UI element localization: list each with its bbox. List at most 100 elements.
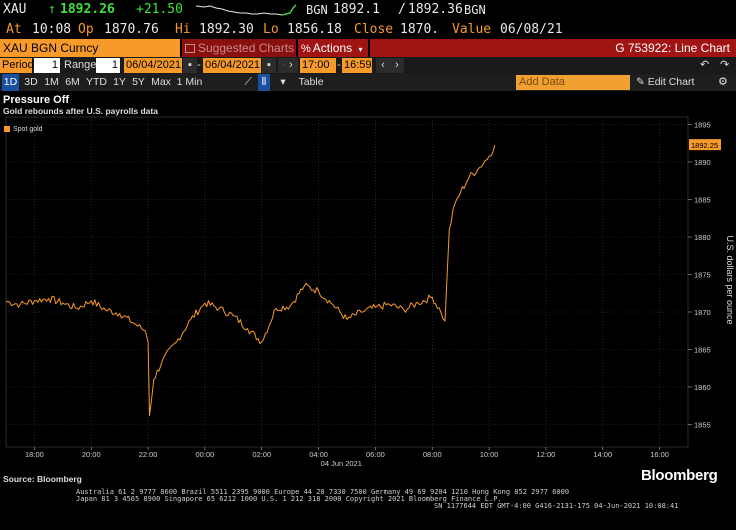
end-date-field[interactable]: 06/04/2021 bbox=[203, 58, 261, 73]
edit-chart-label: Edit Chart bbox=[647, 76, 695, 88]
up-arrow-icon: ↑ bbox=[48, 2, 56, 17]
last-value-label: 1892.25 bbox=[691, 141, 718, 150]
contact-line-2: Japan 81 3 4565 8900 Singapore 65 6212 1… bbox=[76, 495, 502, 503]
x-tick-label: 16:00 bbox=[650, 450, 669, 459]
x-tick-label: 12:00 bbox=[537, 450, 556, 459]
x-axis-label: 04 Jun 2021 bbox=[321, 459, 362, 468]
x-tick-label: 06:00 bbox=[366, 450, 385, 459]
calendar-icon[interactable]: ▪ bbox=[183, 58, 197, 73]
open-value: 1870.76 bbox=[104, 22, 159, 37]
quote-header: XAU ↑ 1892.26 +21.50 BGN 1892.1 / 1892.3… bbox=[0, 0, 736, 20]
dropdown-caret-icon[interactable]: ▾ bbox=[280, 76, 286, 88]
tab-6m[interactable]: 6M bbox=[65, 76, 80, 88]
chart-legend: Spot gold bbox=[4, 126, 43, 134]
chart-icon bbox=[185, 44, 195, 53]
time-separator: - bbox=[337, 59, 341, 71]
chart-title: Pressure Off bbox=[3, 94, 70, 106]
bid-source: BGN bbox=[306, 3, 328, 17]
security-field[interactable]: XAU BGN Curncy bbox=[0, 39, 180, 57]
tab-1d[interactable]: 1D bbox=[2, 74, 19, 91]
x-tick-label: 14:00 bbox=[593, 450, 612, 459]
plot-frame bbox=[5, 116, 689, 448]
range-bar: Period 1 Range 1 06/04/2021 ▪ - 06/04/20… bbox=[0, 57, 736, 74]
caret-down-icon: ▾ bbox=[358, 45, 363, 54]
x-tick-label: 18:00 bbox=[25, 450, 44, 459]
bid-ask-separator: / bbox=[398, 2, 406, 17]
function-title: G 753922: Line Chart bbox=[370, 39, 736, 57]
close-label: Close bbox=[354, 22, 394, 37]
sparkline bbox=[196, 4, 296, 16]
y-tick-label: 1855 bbox=[694, 421, 711, 430]
suggested-charts-label: Suggested Charts bbox=[198, 41, 295, 55]
last-value-box bbox=[689, 139, 721, 151]
open-label: Op bbox=[78, 22, 94, 37]
value-label: Value bbox=[452, 22, 492, 37]
tab-1y[interactable]: 1Y bbox=[113, 76, 126, 88]
period-field[interactable]: 1 bbox=[34, 58, 60, 73]
close-value: 1870. bbox=[400, 22, 440, 37]
legend-label: Spot gold bbox=[13, 126, 43, 133]
low-value: 1856.18 bbox=[287, 22, 342, 37]
y-tick-label: 1860 bbox=[694, 383, 711, 392]
undo-icon[interactable]: ↶ bbox=[700, 59, 710, 71]
candlestick-icon[interactable]: ⫴ bbox=[258, 74, 270, 91]
line-chart-icon[interactable]: ⟋ bbox=[244, 76, 252, 88]
gear-icon: ✎ bbox=[636, 76, 648, 88]
chart-area: 1855 1860 1865 1870 1875 1880 1885 1890 1895 18:0… bbox=[5, 116, 735, 468]
y-tick-label: 1880 bbox=[694, 233, 711, 242]
x-tick-label: 08:00 bbox=[423, 450, 442, 459]
security-bar: XAU BGN Curncy Suggested Charts % Actions… bbox=[0, 39, 736, 57]
chevron-right-icon[interactable]: › bbox=[284, 58, 298, 73]
last-price: 1892.26 bbox=[60, 2, 115, 17]
ticker[interactable]: XAU bbox=[3, 2, 27, 17]
settings-icon[interactable]: ⚙ bbox=[718, 76, 728, 88]
tabs-bar: 1D 3D 1M 6M YTD 1Y 5Y Max 1 Min ⟋ ⫴ ▾ Table Add … bbox=[0, 74, 736, 91]
ask-price: 1892.36 bbox=[408, 2, 463, 17]
start-time-field[interactable]: 17:00 bbox=[300, 58, 336, 73]
table-button[interactable]: Table bbox=[298, 76, 324, 88]
add-data-input[interactable]: Add Data bbox=[516, 75, 630, 90]
start-date-field[interactable]: 06/04/2021 bbox=[124, 58, 182, 73]
contact-line-3: SN 1177644 EDT GMT-4:00 G416-2131-175 04… bbox=[434, 502, 679, 510]
bid-price: 1892.1 bbox=[333, 2, 380, 17]
source-note: Source: Bloomberg bbox=[3, 474, 82, 484]
spot-gold-line bbox=[5, 144, 496, 416]
actions-label: Actions bbox=[312, 41, 353, 55]
y-tick-label: 1870 bbox=[694, 308, 711, 317]
tab-1-min[interactable]: 1 Min bbox=[176, 76, 203, 88]
quote-date: 06/08/21 bbox=[500, 22, 563, 37]
bloomberg-logo: Bloomberg bbox=[641, 467, 718, 484]
suggested-charts-button[interactable]: Suggested Charts bbox=[182, 39, 296, 57]
ask-source: BGN bbox=[464, 3, 486, 17]
tab-3d[interactable]: 3D bbox=[24, 76, 38, 88]
range-field[interactable]: 1 bbox=[96, 58, 120, 73]
quote-time: 10:08 bbox=[32, 22, 72, 37]
chevron-right-icon[interactable]: › bbox=[390, 58, 404, 73]
y-axis-label: U.S. dollars per ounce bbox=[725, 235, 735, 324]
edit-chart-button[interactable]: ✎ Edit Chart bbox=[636, 74, 694, 91]
y-tick-label: 1885 bbox=[694, 196, 711, 205]
x-tick-label: 00:00 bbox=[196, 450, 215, 459]
end-time-field[interactable]: 16:59 bbox=[342, 58, 372, 73]
redo-icon[interactable]: ↷ bbox=[720, 59, 730, 71]
y-tick-label: 1865 bbox=[694, 346, 711, 355]
y-tick-label: 1875 bbox=[694, 271, 711, 280]
chevron-left-icon[interactable]: ‹ bbox=[376, 58, 390, 73]
x-tick-label: 04:00 bbox=[309, 450, 328, 459]
high-value: 1892.30 bbox=[199, 22, 254, 37]
price-change: +21.50 bbox=[136, 2, 183, 17]
percent-icon: % bbox=[301, 43, 311, 55]
date-separator: - bbox=[197, 59, 201, 71]
calendar-icon[interactable]: ▪ bbox=[262, 58, 276, 73]
at-label: At bbox=[6, 22, 22, 37]
chart-subtitle: Gold rebounds after U.S. payrolls data bbox=[3, 106, 158, 116]
actions-menu[interactable]: % Actions ▾ bbox=[298, 39, 368, 57]
x-tick-label: 22:00 bbox=[139, 450, 158, 459]
tab-max[interactable]: Max bbox=[151, 76, 171, 88]
legend-swatch bbox=[4, 126, 10, 132]
tab-5y[interactable]: 5Y bbox=[132, 76, 145, 88]
tab-ytd[interactable]: YTD bbox=[86, 76, 107, 88]
x-tick-label: 20:00 bbox=[82, 450, 101, 459]
x-tick-label: 02:00 bbox=[252, 450, 271, 459]
tab-1m[interactable]: 1M bbox=[44, 76, 59, 88]
